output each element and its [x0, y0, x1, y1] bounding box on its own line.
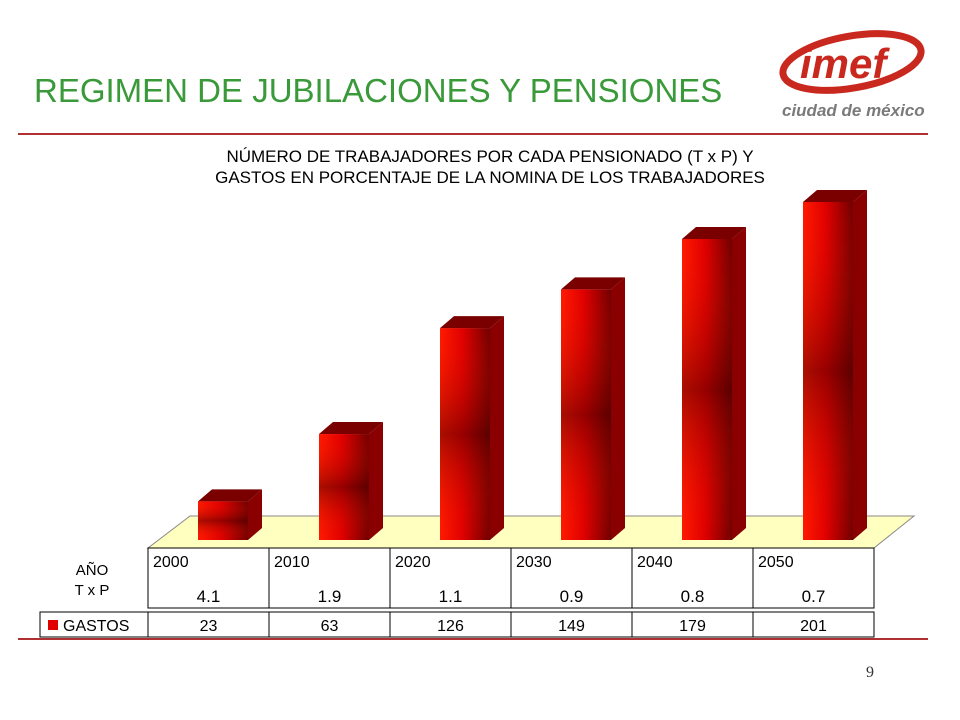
- txp-value: 4.1: [197, 587, 221, 606]
- year-label: 2050: [758, 554, 794, 571]
- year-label: 2040: [637, 554, 673, 571]
- bar-shade: [803, 201, 853, 541]
- txp-value: 0.9: [560, 587, 584, 606]
- year-label: 2010: [274, 554, 310, 571]
- top-rule: [18, 133, 928, 135]
- bar-shade: [682, 238, 732, 541]
- bar-side: [732, 226, 746, 541]
- table-gastos-box: [39, 611, 875, 638]
- bar-side: [853, 189, 867, 541]
- gastos-value: 126: [437, 618, 464, 635]
- legend-swatch-gastos: [48, 620, 58, 630]
- bar-side: [611, 277, 625, 540]
- bar-shade: [319, 434, 369, 540]
- gastos-value: 63: [321, 618, 339, 635]
- bar-2000: [198, 489, 262, 540]
- bar-top: [682, 226, 746, 239]
- gastos-value: 23: [200, 618, 218, 635]
- bar-2020: [440, 316, 504, 540]
- bar-top: [803, 189, 867, 202]
- bar-2010: [319, 422, 383, 540]
- bar-side: [369, 422, 383, 540]
- bar-2040: [682, 226, 746, 541]
- bar-2030: [561, 277, 625, 540]
- year-label: 2000: [153, 554, 189, 571]
- bar-top: [561, 277, 625, 290]
- page-number: 9: [866, 664, 874, 681]
- chart-title-line1: NÚMERO DE TRABAJADORES POR CADA PENSIONA…: [226, 147, 754, 166]
- logo-subtitle: ciudad de méxico: [782, 101, 925, 120]
- bar-top: [440, 316, 504, 329]
- txp-value: 1.1: [439, 587, 463, 606]
- gastos-value: 201: [800, 618, 827, 635]
- bar-top: [198, 489, 262, 502]
- bar-2050: [803, 189, 867, 541]
- legend-label-gastos: GASTOS: [63, 618, 129, 635]
- gastos-value: 149: [558, 618, 585, 635]
- bar-shade: [198, 501, 248, 540]
- txp-value: 0.8: [681, 587, 705, 606]
- chart-title: NÚMERO DE TRABAJADORES POR CADA PENSIONA…: [150, 146, 830, 188]
- logo-swoosh: [779, 30, 925, 94]
- bar-shade: [561, 289, 611, 540]
- bar-side: [248, 489, 262, 540]
- txp-value: 1.9: [318, 587, 342, 606]
- txp-value: 0.7: [802, 587, 826, 606]
- bar-shade: [440, 328, 490, 540]
- logo-wordmark: imef: [800, 40, 890, 87]
- txp-row-label: T x P: [74, 582, 110, 599]
- bar-top: [319, 422, 383, 435]
- bar-side: [490, 316, 504, 540]
- gastos-value: 179: [679, 618, 706, 635]
- year-row-label: AÑO: [75, 562, 109, 579]
- imef-logo: imef ciudad de méxico: [779, 30, 925, 120]
- chart-floor: [146, 515, 916, 549]
- slide-title: REGIMEN DE JUBILACIONES Y PENSIONES: [34, 72, 723, 109]
- chart-title-line2: GASTOS EN PORCENTAJE DE LA NOMINA DE LOS…: [215, 168, 765, 187]
- year-label: 2030: [516, 554, 552, 571]
- bottom-rule: [18, 638, 928, 640]
- year-label: 2020: [395, 554, 431, 571]
